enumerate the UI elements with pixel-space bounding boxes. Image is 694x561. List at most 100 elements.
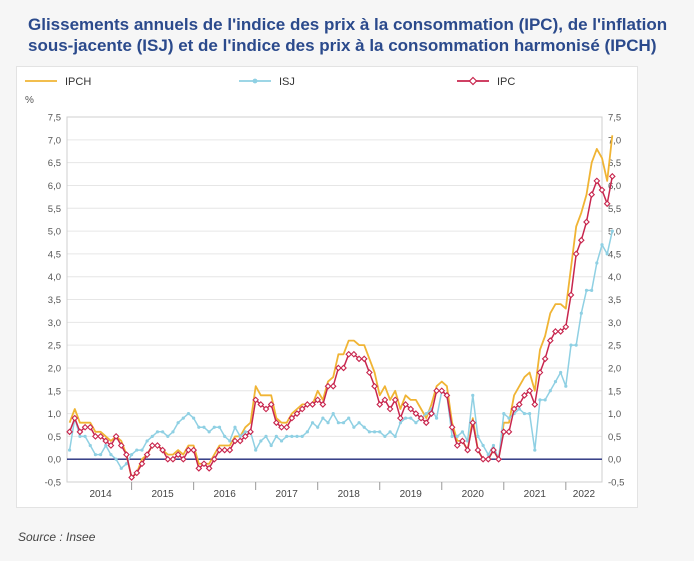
- data-point-ipc: [303, 401, 311, 408]
- x-tick-label: 2014: [89, 489, 112, 500]
- data-point-ipc: [128, 474, 135, 481]
- data-point-isj: [466, 439, 470, 443]
- plot-area: [66, 135, 616, 481]
- data-point-ipc: [102, 437, 110, 445]
- data-point-isj: [145, 439, 149, 443]
- data-point-ipc: [86, 423, 94, 431]
- data-point-isj: [104, 443, 108, 448]
- data-point-ipc: [428, 410, 435, 417]
- data-point-isj: [336, 421, 340, 425]
- data-point-ipc: [148, 442, 156, 449]
- data-point-ipc: [515, 401, 523, 408]
- data-point-ipc: [159, 446, 167, 454]
- data-point-isj: [202, 425, 206, 429]
- data-point-ipc: [92, 432, 99, 440]
- data-point-isj: [114, 457, 118, 461]
- data-point-isj: [290, 434, 294, 438]
- series-line-isj: [68, 230, 614, 470]
- data-point-ipc: [107, 442, 115, 449]
- data-point-isj: [331, 411, 335, 416]
- data-point-ipc: [495, 455, 502, 463]
- data-point-ipc: [371, 382, 378, 390]
- data-point-ipc: [81, 423, 89, 431]
- y-tick-label: 2,0: [48, 363, 61, 374]
- data-point-isj: [388, 430, 392, 434]
- data-point-ipc: [583, 218, 590, 226]
- data-point-isj: [259, 439, 263, 443]
- data-point-isj: [362, 425, 366, 429]
- data-point-isj: [486, 453, 490, 457]
- data-point-ipc: [557, 328, 565, 335]
- data-point-ipc: [226, 446, 234, 454]
- data-point-isj: [233, 425, 237, 429]
- data-point-isj: [450, 434, 454, 438]
- data-point-ipc: [298, 405, 306, 413]
- data-point-isj: [372, 430, 377, 434]
- gridlines: [66, 116, 603, 483]
- y-tick-label: 7,5: [608, 113, 621, 124]
- data-point-ipc: [397, 414, 404, 422]
- data-point-ipc: [510, 405, 518, 413]
- data-point-ipc: [360, 355, 368, 363]
- data-point-isj: [140, 448, 144, 452]
- data-point-ipc: [453, 442, 461, 449]
- data-point-ipc: [464, 446, 471, 454]
- data-point-ipc: [334, 364, 342, 372]
- data-point-ipc: [66, 428, 73, 436]
- data-point-ipc: [154, 442, 161, 449]
- y-tick-label: 2,5: [48, 341, 61, 352]
- y-axis-left: -0,5 0,0 0,5 1,0 1,5 2,0 2,5 3,0 3,5 4,0 4,5 5,0 5,5…: [45, 113, 61, 489]
- data-point-isj: [403, 416, 408, 420]
- data-point-ipc: [210, 455, 218, 463]
- data-point-isj: [186, 411, 191, 416]
- y-tick-label: -0,5: [608, 478, 624, 489]
- data-point-ipc: [247, 428, 254, 436]
- data-point-ipc: [174, 451, 182, 459]
- data-point-ipc: [588, 191, 596, 198]
- data-point-isj: [569, 343, 573, 347]
- data-point-isj: [171, 430, 175, 434]
- legend-marker: [468, 76, 478, 86]
- y-tick-label: 6,0: [608, 181, 621, 192]
- data-point-isj: [517, 407, 521, 411]
- data-point-isj: [595, 261, 599, 265]
- data-point-isj: [243, 430, 247, 434]
- data-point-ipc: [593, 177, 601, 185]
- data-point-isj: [285, 434, 289, 438]
- data-point-isj: [610, 229, 614, 233]
- data-point-isj: [383, 434, 387, 438]
- x-tick-label: 2016: [214, 489, 237, 500]
- data-point-ipc: [350, 350, 358, 358]
- data-point-ipc: [71, 414, 79, 422]
- data-point-ipc: [603, 200, 611, 208]
- y-tick-label: 5,0: [48, 227, 61, 238]
- data-point-isj: [93, 453, 98, 457]
- y-tick-label: -0,5: [45, 478, 61, 489]
- data-point-ipc: [200, 460, 208, 468]
- data-point-isj: [181, 416, 185, 420]
- data-point-isj: [476, 434, 480, 438]
- data-point-isj: [367, 430, 371, 434]
- data-point-ipc: [598, 186, 606, 194]
- data-point-ipc: [448, 423, 456, 431]
- data-point-ipc: [133, 469, 141, 477]
- data-point-isj: [264, 434, 268, 438]
- data-point-isj: [166, 434, 170, 438]
- data-point-isj: [378, 430, 382, 434]
- data-point-ipc: [236, 437, 244, 445]
- data-point-ipc: [386, 405, 394, 413]
- series-line-ipc: [68, 176, 614, 479]
- data-point-ipc: [577, 236, 585, 244]
- data-point-ipc: [521, 391, 528, 399]
- x-axis: 2014 2015 2016 2017 2018 2019 2020 2021 2022: [89, 482, 595, 500]
- data-point-ipc: [381, 396, 389, 404]
- data-point-ipc: [469, 419, 477, 427]
- data-point-isj: [269, 443, 273, 448]
- data-point-isj: [217, 425, 222, 429]
- y-tick-label: 4,0: [48, 272, 61, 283]
- data-point-ipc: [376, 401, 384, 408]
- x-tick-label: 2020: [462, 489, 485, 500]
- data-point-ipc: [505, 428, 513, 436]
- y-tick-label: 3,5: [608, 295, 621, 306]
- data-point-ipc: [546, 337, 554, 344]
